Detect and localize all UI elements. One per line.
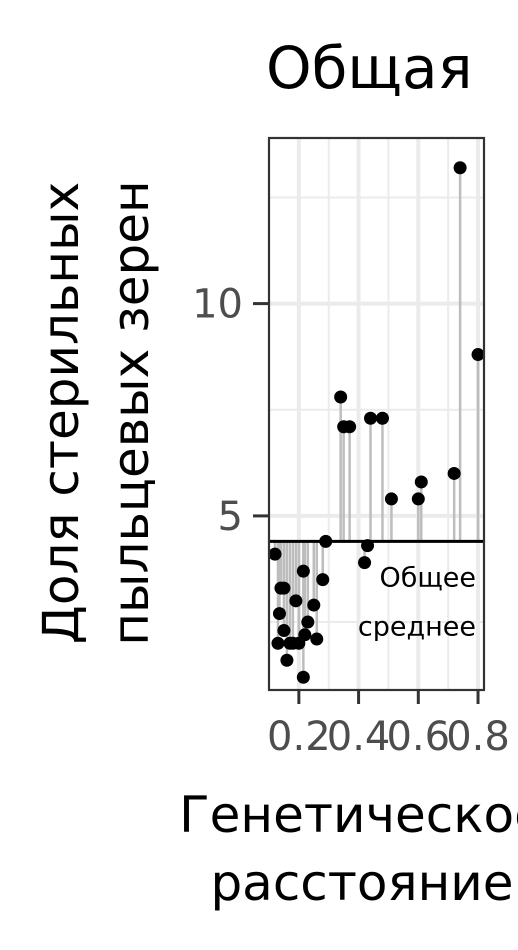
y-tick-label: 10 xyxy=(192,282,243,328)
data-point xyxy=(296,564,310,578)
data-point xyxy=(471,348,485,362)
data-point xyxy=(298,628,312,642)
x-tick-label: 0.6 xyxy=(386,714,450,760)
x-tick-label: 0.2 xyxy=(267,714,331,760)
x-tick-label: 0.8 xyxy=(446,714,510,760)
data-point xyxy=(364,411,378,425)
data-point xyxy=(447,466,461,480)
data-point xyxy=(414,475,428,489)
data-point xyxy=(277,624,291,638)
y-axis-title-line-1: Доля стерильных xyxy=(32,182,90,644)
panel-border xyxy=(267,136,486,692)
data-point xyxy=(316,573,330,587)
y-tick-label: 5 xyxy=(218,494,243,540)
x-tick-label: 0.4 xyxy=(327,714,391,760)
data-point xyxy=(301,615,315,629)
data-point xyxy=(310,632,324,646)
data-point xyxy=(361,539,375,553)
data-point xyxy=(319,534,333,548)
data-point xyxy=(343,420,357,434)
data-point xyxy=(334,390,348,404)
grid-lines xyxy=(268,138,484,690)
axis-ticks: 5 10 0.20.40.60.8 xyxy=(192,282,510,760)
data-point xyxy=(358,556,372,570)
chart-title: Общая xyxy=(266,34,472,102)
data-point xyxy=(307,598,321,612)
overall-mean-label-line-2: среднее xyxy=(358,611,476,642)
data-point xyxy=(268,547,282,561)
data-point xyxy=(289,594,303,608)
data-point xyxy=(277,581,291,595)
data-point xyxy=(384,492,398,506)
data-point xyxy=(271,636,285,650)
data-points xyxy=(268,161,485,684)
y-axis-title-line-2: пыльцевых зерен xyxy=(102,180,160,645)
data-point xyxy=(411,492,425,506)
data-point xyxy=(280,653,294,667)
data-point xyxy=(272,607,286,621)
overall-mean-label-line-1: Общее xyxy=(379,562,476,593)
data-point xyxy=(453,161,467,175)
data-point xyxy=(296,670,310,684)
data-point xyxy=(375,411,389,425)
x-axis-title-line-1: Генетическое xyxy=(179,786,518,844)
x-axis-title-line-2: расстояние xyxy=(210,854,513,912)
